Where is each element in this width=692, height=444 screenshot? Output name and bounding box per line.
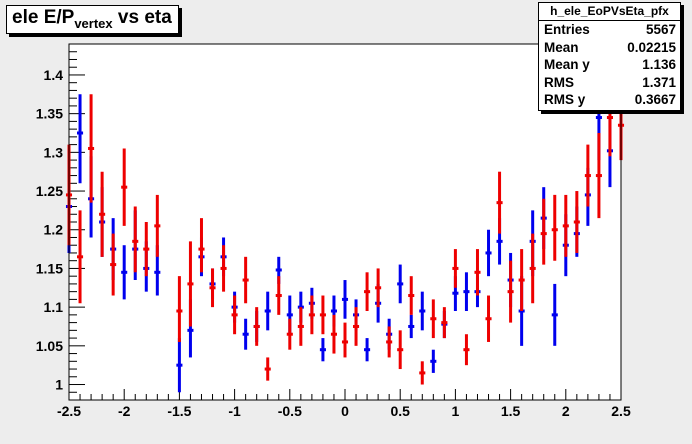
- stats-value: 5567: [645, 22, 676, 37]
- title-rest: vs eta: [112, 7, 172, 28]
- y-tick-label: 1.25: [36, 183, 63, 199]
- stats-value: 1.136: [642, 57, 676, 72]
- x-tick-label: 2.5: [611, 403, 631, 419]
- stats-row-mean: Mean 0.02215: [539, 39, 680, 57]
- red-series: [65, 74, 625, 385]
- y-tick-label: 1.1: [44, 299, 64, 315]
- stats-key: Entries: [544, 22, 590, 37]
- stats-key: RMS: [544, 74, 574, 90]
- title-subscript: vertex: [74, 15, 113, 31]
- x-tick-label: -2.5: [57, 403, 81, 419]
- y-tick-label: 1.4: [44, 67, 64, 83]
- stats-box: h_ele_EoPVsEta_pfx Entries 5567 Mean 0.0…: [538, 2, 681, 111]
- x-tick-label: 2: [562, 403, 570, 419]
- stats-key: Mean y: [544, 57, 590, 72]
- y-tick-label: 1.3: [44, 144, 64, 160]
- stats-row-rms: RMS 1.371: [539, 74, 680, 92]
- x-tick-label: -2: [118, 403, 131, 419]
- y-tick-label: 1.05: [36, 338, 63, 354]
- stats-value: 0.3667: [634, 92, 676, 107]
- y-tick-label: 1.35: [36, 106, 63, 122]
- stats-row-rms-y: RMS y 0.3667: [539, 91, 680, 109]
- x-tick-label: 0: [341, 403, 349, 419]
- y-tick-label: 1.2: [44, 222, 64, 238]
- stats-histogram-name: h_ele_EoPVsEta_pfx: [539, 3, 680, 21]
- y-tick-label: 1: [55, 377, 63, 393]
- title-main: ele E/P: [12, 7, 75, 28]
- y-tick-label: 1.15: [36, 260, 63, 276]
- x-tick-label: -0.5: [278, 403, 302, 419]
- plot-frame: [68, 43, 622, 401]
- x-tick-label: -1.5: [167, 403, 191, 419]
- x-tick-label: 1: [452, 403, 460, 419]
- stats-key: RMS y: [544, 92, 586, 107]
- plot-title: ele E/Pvertex vs eta: [6, 5, 179, 34]
- stats-value: 0.02215: [627, 39, 676, 55]
- stats-row-entries: Entries 5567: [539, 21, 680, 39]
- stats-row-mean-y: Mean y 1.136: [539, 56, 680, 74]
- x-tick-label: 0.5: [390, 403, 410, 419]
- stats-key: Mean: [544, 39, 579, 55]
- stats-value: 1.371: [642, 74, 676, 90]
- x-tick-label: -1: [228, 403, 241, 419]
- x-tick-label: 1.5: [501, 403, 521, 419]
